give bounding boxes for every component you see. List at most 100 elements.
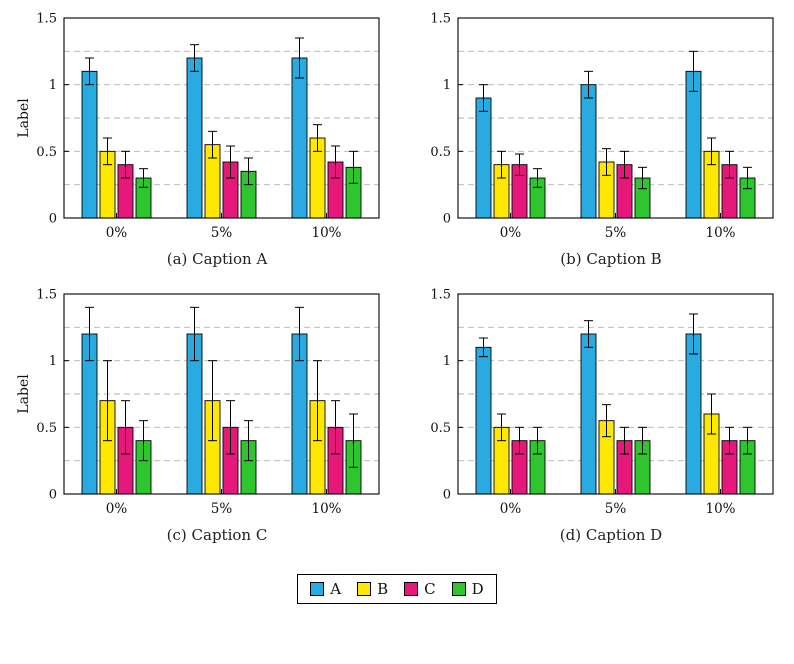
y-tick-label: 1.5 xyxy=(430,288,451,303)
y-tick-label: 0.5 xyxy=(36,145,57,160)
subplot-d: 0 0.5 1 1.5 0% 5% 10% (d) Caption D xyxy=(408,284,780,560)
x-tick-label-10%: 10% xyxy=(311,501,341,517)
chart-a-canvas: 0 0.5 1 1.5 0% 5% 10% Label xyxy=(16,12,380,241)
y-tick-label: 0.5 xyxy=(36,421,57,436)
errorbar-C-10% xyxy=(725,150,734,179)
errorbar-C-5% xyxy=(226,145,235,179)
figure-row-top: 0 0.5 1 1.5 0% 5% 10% Label (a) Caption A 0 0.5 1… xyxy=(14,8,780,284)
legend-item-C: C xyxy=(404,580,436,598)
errorbar-D-5% xyxy=(638,426,647,455)
subplot-a: 0 0.5 1 1.5 0% 5% 10% Label (a) Caption A xyxy=(14,8,386,284)
errorbar-A-10% xyxy=(689,50,698,92)
y-tick-label: 1.5 xyxy=(36,288,57,303)
errorbar-B-10% xyxy=(707,137,716,166)
x-tick-label-10%: 10% xyxy=(705,501,735,517)
legend-swatch-A xyxy=(310,582,325,596)
errorbar-A-5% xyxy=(190,306,199,362)
errorbar-A-0% xyxy=(479,84,488,112)
figure: 0 0.5 1 1.5 0% 5% 10% Label (a) Caption A 0 0.5 1… xyxy=(0,8,794,604)
y-axis-label: Label xyxy=(16,98,32,138)
errorbar-C-0% xyxy=(121,400,130,455)
errorbar-A-0% xyxy=(479,337,488,358)
errorbar-C-10% xyxy=(331,145,340,179)
y-tick-label: 0 xyxy=(49,212,57,227)
bar-A-5% xyxy=(186,57,203,219)
errorbar-C-0% xyxy=(121,150,130,179)
bar-A-0% xyxy=(475,346,492,495)
legend-wrap: A B C D xyxy=(0,574,794,604)
x-tick-label-10%: 10% xyxy=(705,225,735,241)
x-tick-label-0%: 0% xyxy=(500,225,522,241)
chart-b-canvas: 0 0.5 1 1.5 0% 5% 10% xyxy=(430,12,774,241)
caption-a: (a) Caption A xyxy=(166,250,268,268)
legend: A B C D xyxy=(297,574,497,604)
errorbar-D-10% xyxy=(349,413,358,468)
figure-row-bottom: 0 0.5 1 1.5 0% 5% 10% Label (c) Caption C 0 0.5 1… xyxy=(14,284,780,560)
errorbar-D-5% xyxy=(244,157,253,186)
errorbar-D-5% xyxy=(244,420,253,462)
errorbar-A-5% xyxy=(584,320,593,348)
bar-A-0% xyxy=(475,97,492,219)
legend-item-B: B xyxy=(357,580,388,598)
errorbar-A-0% xyxy=(85,306,94,362)
errorbar-A-10% xyxy=(295,37,304,79)
errorbar-B-5% xyxy=(208,360,217,442)
errorbar-D-10% xyxy=(349,150,358,184)
chart-d-canvas: 0 0.5 1 1.5 0% 5% 10% xyxy=(430,288,774,517)
errorbar-D-0% xyxy=(139,168,148,188)
x-tick-label-0%: 0% xyxy=(106,225,128,241)
bar-A-10% xyxy=(685,70,702,219)
errorbar-B-0% xyxy=(497,413,506,442)
errorbar-B-10% xyxy=(313,360,322,442)
y-tick-label: 1 xyxy=(49,78,57,93)
y-tick-label: 1.5 xyxy=(36,12,57,27)
x-tick-label-5%: 5% xyxy=(605,225,627,241)
legend-item-D: D xyxy=(451,580,484,598)
errorbar-A-10% xyxy=(295,306,304,362)
legend-label-A: A xyxy=(330,580,342,598)
errorbar-C-10% xyxy=(725,426,734,455)
legend-label-D: D xyxy=(471,580,484,598)
caption-c: (c) Caption C xyxy=(166,526,268,544)
x-tick-label-0%: 0% xyxy=(106,501,128,517)
errorbar-B-5% xyxy=(602,404,611,438)
y-tick-label: 1 xyxy=(443,78,451,93)
errorbar-C-0% xyxy=(515,153,524,176)
legend-swatch-C xyxy=(404,582,419,596)
bar-A-5% xyxy=(580,84,597,219)
y-tick-label: 1 xyxy=(49,354,57,369)
y-tick-label: 1 xyxy=(443,354,451,369)
errorbar-D-0% xyxy=(533,168,542,188)
y-tick-label: 0.5 xyxy=(430,421,451,436)
chart-c-canvas: 0 0.5 1 1.5 0% 5% 10% Label xyxy=(16,288,380,517)
x-tick-label-0%: 0% xyxy=(500,501,522,517)
legend-label-B: B xyxy=(377,580,389,598)
y-axis-label: Label xyxy=(16,374,32,414)
errorbar-D-0% xyxy=(139,420,148,462)
x-tick-label-5%: 5% xyxy=(211,225,233,241)
errorbar-B-5% xyxy=(602,148,611,176)
errorbar-B-0% xyxy=(103,137,112,166)
y-tick-label: 0 xyxy=(443,212,451,227)
bar-A-10% xyxy=(685,333,702,495)
caption-d: (d) Caption D xyxy=(559,526,663,544)
legend-swatch-B xyxy=(357,582,372,596)
y-tick-label: 0 xyxy=(443,488,451,503)
y-tick-label: 1.5 xyxy=(430,12,451,27)
y-tick-label: 0.5 xyxy=(430,145,451,160)
errorbar-D-0% xyxy=(533,426,542,455)
errorbar-D-10% xyxy=(743,166,752,190)
caption-b: (b) Caption B xyxy=(560,250,662,268)
errorbar-D-5% xyxy=(638,166,647,190)
errorbar-B-10% xyxy=(313,124,322,152)
bar-A-10% xyxy=(291,57,308,219)
legend-swatch-D xyxy=(451,582,466,596)
errorbar-C-5% xyxy=(620,426,629,455)
x-tick-label-5%: 5% xyxy=(605,501,627,517)
errorbar-C-5% xyxy=(620,150,629,179)
errorbar-B-10% xyxy=(707,393,716,435)
y-tick-label: 0 xyxy=(49,488,57,503)
errorbar-C-5% xyxy=(226,400,235,455)
subplot-c: 0 0.5 1 1.5 0% 5% 10% Label (c) Caption C xyxy=(14,284,386,560)
x-tick-label-10%: 10% xyxy=(311,225,341,241)
